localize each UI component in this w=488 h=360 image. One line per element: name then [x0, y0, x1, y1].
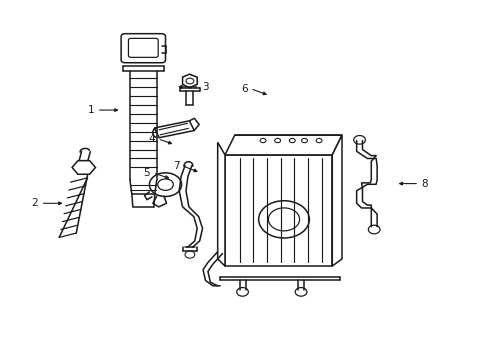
Circle shape [316, 138, 322, 143]
Circle shape [353, 135, 365, 144]
Polygon shape [154, 121, 194, 138]
Text: 7: 7 [173, 161, 179, 171]
Circle shape [236, 288, 248, 296]
Text: 3: 3 [202, 82, 208, 92]
Circle shape [301, 138, 307, 143]
Text: 2: 2 [31, 198, 38, 208]
Circle shape [274, 138, 280, 143]
Text: 6: 6 [241, 84, 247, 94]
Circle shape [184, 251, 194, 258]
Circle shape [367, 225, 379, 234]
FancyBboxPatch shape [128, 39, 158, 57]
FancyBboxPatch shape [121, 34, 165, 63]
Circle shape [158, 179, 173, 190]
Circle shape [289, 138, 295, 143]
Polygon shape [72, 161, 95, 174]
Circle shape [258, 201, 309, 238]
Circle shape [295, 288, 306, 296]
Polygon shape [331, 135, 341, 266]
Polygon shape [224, 135, 341, 155]
Circle shape [185, 78, 193, 84]
Polygon shape [217, 142, 224, 266]
Text: 8: 8 [421, 179, 427, 189]
Polygon shape [182, 74, 197, 88]
Circle shape [260, 138, 265, 143]
Text: 1: 1 [87, 105, 94, 115]
Text: 5: 5 [143, 168, 150, 178]
Circle shape [268, 208, 299, 231]
Circle shape [149, 173, 181, 197]
Text: 4: 4 [148, 134, 155, 144]
Bar [224, 155, 331, 266]
